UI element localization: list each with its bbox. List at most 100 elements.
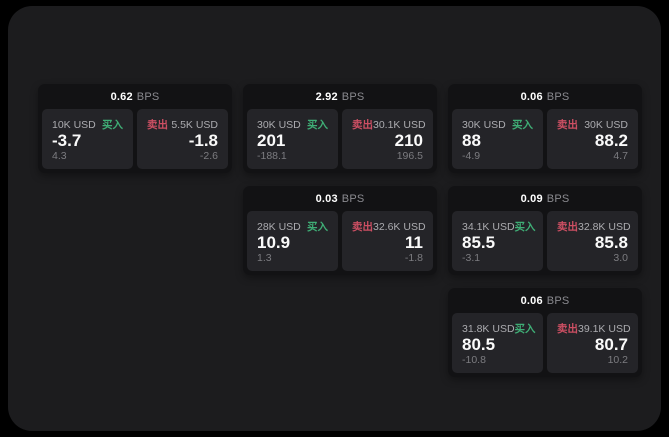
sell-sub-value: -2.6 — [199, 150, 218, 162]
buy-size: 30K USD — [462, 118, 506, 131]
quote-card: 0.06 BPS 30K USD 买入 88 -4.9 卖出 30K USD 8… — [448, 84, 642, 173]
sell-sub-value: -1.8 — [404, 252, 423, 264]
buy-panel[interactable]: 28K USD 买入 10.9 1.3 — [247, 211, 338, 271]
sell-label: 卖出 — [557, 119, 578, 131]
buy-size: 30K USD — [257, 118, 301, 131]
buy-price: -3.7 — [52, 131, 82, 151]
bps-unit-label: BPS — [546, 294, 570, 307]
sell-size: 5.5K USD — [171, 118, 218, 131]
bps-header: 0.62 BPS — [38, 84, 232, 106]
buy-sub-value: 1.3 — [257, 252, 272, 264]
buy-panel-top-row: 10K USD 买入 — [52, 117, 123, 132]
bps-header: 0.09 BPS — [448, 186, 642, 208]
bps-header: 0.06 BPS — [448, 288, 642, 310]
sell-size: 30K USD — [584, 118, 628, 131]
quote-grid: 0.62 BPS 10K USD 买入 -3.7 4.3 卖出 5.5K USD… — [38, 84, 642, 377]
bps-unit-label: BPS — [546, 90, 570, 103]
app-surface: 0.62 BPS 10K USD 买入 -3.7 4.3 卖出 5.5K USD… — [8, 6, 661, 431]
sell-sub-value: 10.2 — [607, 354, 628, 366]
bps-value: 0.09 — [520, 192, 543, 205]
sell-price: -1.8 — [188, 131, 218, 151]
sell-size: 39.1K USD — [578, 322, 631, 335]
buy-label: 买入 — [514, 221, 536, 233]
buy-panel[interactable]: 34.1K USD 买入 85.5 -3.1 — [452, 211, 543, 271]
buy-panel[interactable]: 10K USD 买入 -3.7 4.3 — [42, 109, 133, 169]
buy-label: 买入 — [102, 119, 123, 131]
sell-price: 210 — [394, 131, 423, 151]
sell-panel[interactable]: 卖出 32.8K USD 85.8 3.0 — [547, 211, 638, 271]
sell-sub-value: 3.0 — [613, 252, 628, 264]
buy-price: 201 — [257, 131, 286, 151]
sell-price: 80.7 — [594, 335, 628, 355]
buy-price: 88 — [462, 131, 481, 151]
buy-panel-top-row: 30K USD 买入 — [462, 117, 533, 132]
sell-label: 卖出 — [557, 323, 578, 335]
bps-value: 0.06 — [520, 90, 543, 103]
quote-panels: 30K USD 买入 88 -4.9 卖出 30K USD 88.2 4.7 — [448, 106, 642, 173]
sell-panel[interactable]: 卖出 5.5K USD -1.8 -2.6 — [137, 109, 228, 169]
buy-size: 34.1K USD — [462, 220, 515, 233]
buy-panel[interactable]: 31.8K USD 买入 80.5 -10.8 — [452, 313, 543, 373]
sell-panel[interactable]: 卖出 32.6K USD 11 -1.8 — [342, 211, 433, 271]
sell-sub-value: 4.7 — [613, 150, 628, 162]
buy-panel-top-row: 31.8K USD 买入 — [462, 321, 536, 336]
quote-card: 2.92 BPS 30K USD 买入 201 -188.1 卖出 30.1K … — [243, 84, 437, 173]
buy-sub-value: -188.1 — [257, 150, 287, 162]
bps-value: 0.06 — [520, 294, 543, 307]
buy-price: 85.5 — [462, 233, 496, 253]
buy-size: 31.8K USD — [462, 322, 515, 335]
buy-sub-value: -3.1 — [462, 252, 481, 264]
sell-sub-value: 196.5 — [396, 150, 423, 162]
quote-card: 0.03 BPS 28K USD 买入 10.9 1.3 卖出 32.6K US… — [243, 186, 437, 275]
buy-panel[interactable]: 30K USD 买入 201 -188.1 — [247, 109, 338, 169]
buy-price: 10.9 — [257, 233, 291, 253]
bps-unit-label: BPS — [341, 192, 365, 205]
bps-header: 2.92 BPS — [243, 84, 437, 106]
sell-price: 85.8 — [594, 233, 628, 253]
buy-price: 80.5 — [462, 335, 496, 355]
bps-header: 0.06 BPS — [448, 84, 642, 106]
bps-unit-label: BPS — [341, 90, 365, 103]
sell-price: 88.2 — [594, 131, 628, 151]
bps-unit-label: BPS — [546, 192, 570, 205]
sell-size: 32.8K USD — [578, 220, 631, 233]
sell-price: 11 — [405, 233, 423, 253]
bps-value: 0.62 — [110, 90, 133, 103]
bps-unit-label: BPS — [136, 90, 160, 103]
buy-label: 买入 — [512, 119, 533, 131]
buy-panel-top-row: 28K USD 买入 — [257, 219, 328, 234]
buy-sub-value: -10.8 — [462, 354, 486, 366]
buy-panel-top-row: 30K USD 买入 — [257, 117, 328, 132]
buy-panel-top-row: 34.1K USD 买入 — [462, 219, 536, 234]
buy-sub-value: -4.9 — [462, 150, 481, 162]
sell-panel[interactable]: 卖出 30.1K USD 210 196.5 — [342, 109, 433, 169]
quote-card: 0.06 BPS 31.8K USD 买入 80.5 -10.8 卖出 39.1… — [448, 288, 642, 377]
buy-label: 买入 — [514, 323, 536, 335]
quote-card: 0.09 BPS 34.1K USD 买入 85.5 -3.1 卖出 32.8K… — [448, 186, 642, 275]
buy-size: 10K USD — [52, 118, 96, 131]
sell-panel-top-row: 卖出 30K USD — [557, 117, 628, 132]
sell-label: 卖出 — [352, 119, 373, 131]
sell-panel-top-row: 卖出 39.1K USD — [557, 321, 631, 336]
quote-panels: 10K USD 买入 -3.7 4.3 卖出 5.5K USD -1.8 -2.… — [38, 106, 232, 173]
quote-panels: 31.8K USD 买入 80.5 -10.8 卖出 39.1K USD 80.… — [448, 310, 642, 377]
buy-label: 买入 — [307, 221, 328, 233]
quote-card: 0.62 BPS 10K USD 买入 -3.7 4.3 卖出 5.5K USD… — [38, 84, 232, 173]
sell-label: 卖出 — [147, 119, 168, 131]
buy-label: 买入 — [307, 119, 328, 131]
quote-panels: 34.1K USD 买入 85.5 -3.1 卖出 32.8K USD 85.8… — [448, 208, 642, 275]
sell-panel[interactable]: 卖出 39.1K USD 80.7 10.2 — [547, 313, 638, 373]
buy-panel[interactable]: 30K USD 买入 88 -4.9 — [452, 109, 543, 169]
sell-size: 32.6K USD — [373, 220, 426, 233]
sell-label: 卖出 — [557, 221, 578, 233]
sell-panel-top-row: 卖出 30.1K USD — [352, 117, 426, 132]
quote-panels: 28K USD 买入 10.9 1.3 卖出 32.6K USD 11 -1.8 — [243, 208, 437, 275]
sell-panel-top-row: 卖出 32.6K USD — [352, 219, 426, 234]
bps-header: 0.03 BPS — [243, 186, 437, 208]
sell-size: 30.1K USD — [373, 118, 426, 131]
buy-sub-value: 4.3 — [52, 150, 67, 162]
sell-panel[interactable]: 卖出 30K USD 88.2 4.7 — [547, 109, 638, 169]
sell-panel-top-row: 卖出 5.5K USD — [147, 117, 218, 132]
buy-size: 28K USD — [257, 220, 301, 233]
sell-panel-top-row: 卖出 32.8K USD — [557, 219, 631, 234]
